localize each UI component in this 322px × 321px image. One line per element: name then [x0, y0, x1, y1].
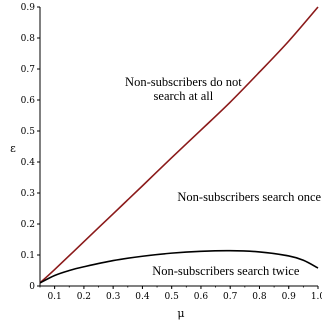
x-tick-label: 0.3 — [106, 292, 121, 302]
x-tick-label: 0.9 — [282, 292, 297, 302]
x-tick-label: 0.5 — [165, 292, 180, 302]
x-tick-label: 1.0 — [311, 292, 322, 302]
y-tick-label: 0.1 — [21, 251, 35, 261]
y-tick-label: 0.6 — [21, 96, 36, 106]
x-tick-label: 0.6 — [194, 292, 209, 302]
x-axis-title: μ — [177, 307, 184, 320]
axes — [39, 7, 318, 287]
y-tick-label: 0.9 — [21, 3, 36, 13]
y-tick-label: 0.7 — [21, 65, 36, 75]
y-tick-label: 0.3 — [21, 189, 36, 199]
y-tick-label: 0.8 — [21, 34, 36, 44]
x-tick-label: 0.8 — [252, 292, 267, 302]
region-label-1: Non-subscribers do not — [125, 75, 242, 89]
ticks: 0.1 0.2 0.3 0.4 0.5 0.6 0.7 0.8 0.9 1.0 0 0.1 0.2 0.3… — [21, 3, 322, 302]
series-group — [39, 6, 319, 284]
y-tick-label: 0.4 — [21, 158, 36, 168]
region-label-4: Non-subscribers search twice — [152, 264, 300, 278]
x-tick-label: 0.2 — [77, 292, 91, 302]
x-tick-label: 0.1 — [47, 292, 61, 302]
y-tick-label: 0.5 — [21, 127, 36, 137]
x-tick-label: 0.7 — [223, 292, 238, 302]
series-line-2 — [39, 249, 319, 284]
y-tick-label: 0 — [29, 282, 35, 292]
series-line-1 — [39, 6, 319, 284]
y-axis-title: ε — [10, 142, 16, 155]
y-tick-label: 0.2 — [21, 220, 35, 230]
region-label-3: Non-subscribers search once — [177, 190, 321, 204]
region-label-2: search at all — [154, 89, 214, 103]
x-tick-label: 0.4 — [135, 292, 150, 302]
